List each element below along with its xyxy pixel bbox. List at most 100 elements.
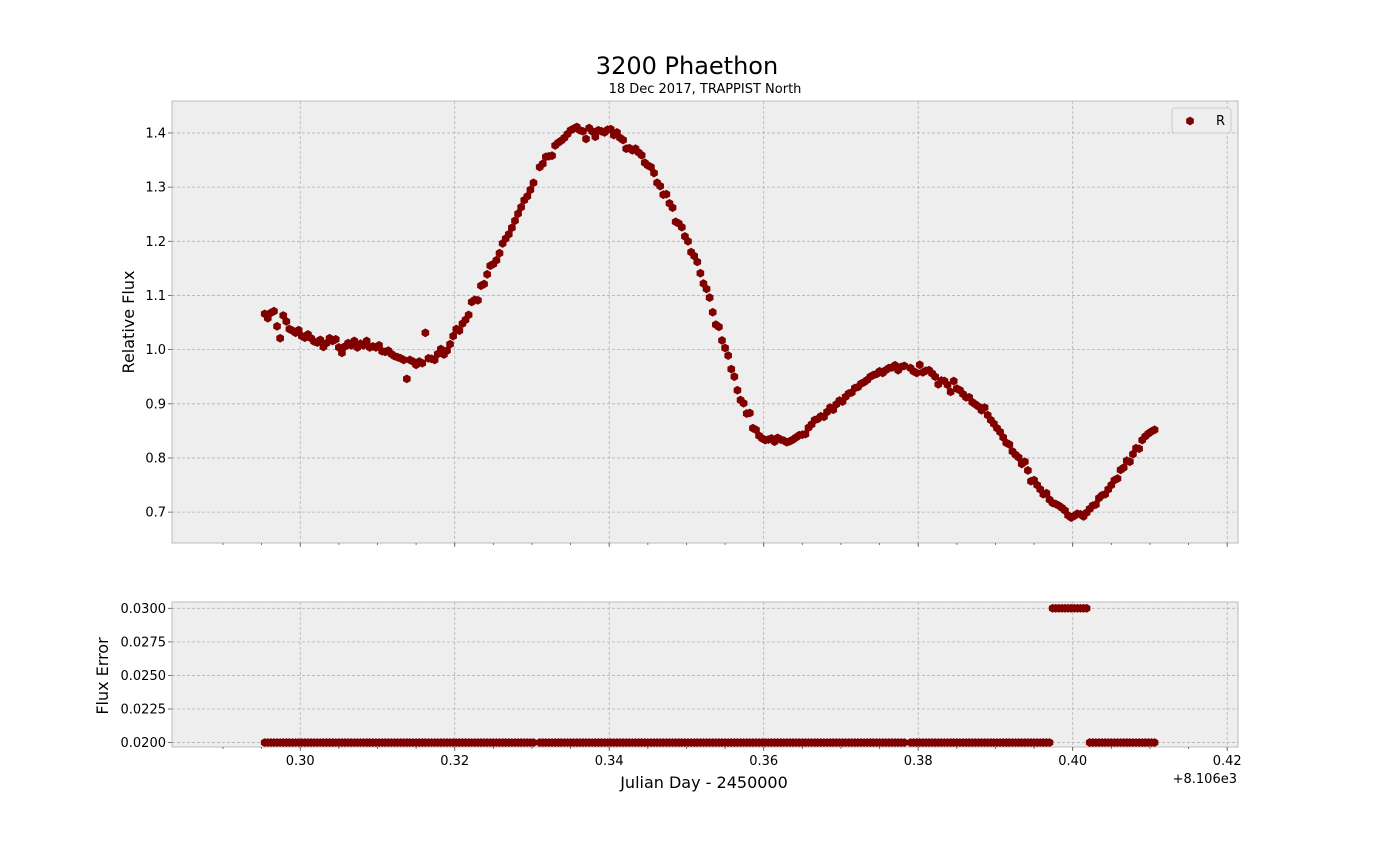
data-point: [1042, 488, 1051, 498]
data-point: [915, 360, 924, 370]
data-point: [678, 222, 686, 232]
data-point: [696, 268, 705, 278]
data-point: [1135, 444, 1143, 454]
data-point: [504, 229, 513, 239]
data-point: [943, 380, 952, 390]
flux-y-tick-label: 1.4: [145, 126, 166, 141]
data-point: [483, 269, 491, 279]
error-y-tick-label: 0.0300: [121, 602, 167, 617]
data-point: [1150, 738, 1159, 747]
data-point: [480, 279, 488, 289]
data-point: [350, 336, 359, 346]
data-point: [724, 351, 732, 360]
flux-y-axis-label: Relative Flux: [119, 271, 138, 374]
data-point: [421, 328, 430, 338]
flux-ticks: 0.7 0.8 0.9 1.0 1.1 1.2 1.3 1.4: [145, 126, 1228, 547]
data-point: [801, 429, 810, 439]
data-point: [727, 364, 736, 374]
data-point: [656, 181, 665, 191]
data-point: [730, 372, 739, 382]
legend: R: [1171, 107, 1232, 134]
data-point: [702, 284, 711, 294]
data-point: [1005, 440, 1014, 449]
error-y-tick-label: 0.0275: [121, 635, 167, 650]
data-point: [273, 321, 281, 331]
data-point: [1014, 453, 1023, 462]
x-offset-label: +8.106e3: [1173, 772, 1237, 787]
data-point: [912, 368, 921, 378]
error-y-axis-label: Flux Error: [93, 637, 112, 715]
x-tick-label: 0.30: [286, 754, 315, 769]
flux-y-tick-label: 1.3: [145, 181, 166, 196]
data-point: [538, 159, 547, 169]
error-panel: 0.30 0.32 0.34 0.36 0.38 0.40 0.42 0.0200 0.0225…: [93, 601, 1242, 792]
data-point: [455, 326, 464, 336]
flux-y-tick-label: 0.9: [145, 397, 166, 412]
data-point: [270, 306, 278, 316]
data-point: [294, 325, 303, 335]
data-point: [1045, 738, 1054, 747]
flux-points: [260, 122, 1159, 522]
data-point: [650, 168, 658, 178]
data-point: [718, 336, 726, 345]
data-point: [739, 398, 748, 408]
data-point: [430, 355, 439, 365]
data-point: [715, 322, 723, 332]
flux-y-tick-label: 1.2: [145, 235, 166, 250]
x-tick-label: 0.32: [440, 754, 469, 769]
data-point: [1150, 425, 1159, 435]
data-point: [338, 348, 346, 358]
data-point: [331, 334, 340, 344]
data-point: [517, 202, 525, 212]
data-point: [745, 408, 754, 418]
data-point: [946, 387, 955, 397]
data-point: [276, 333, 284, 343]
flux-plot-area: [171, 100, 1239, 544]
data-point: [1020, 457, 1029, 467]
data-point: [375, 340, 383, 350]
data-point: [508, 223, 516, 233]
x-tick-label: 0.38: [904, 754, 933, 769]
data-point: [900, 361, 909, 371]
data-point: [1126, 457, 1134, 467]
data-point: [690, 251, 698, 261]
data-point: [514, 209, 522, 219]
chart-title: 3200 Phaethon: [596, 52, 778, 80]
data-point: [279, 311, 288, 320]
error-y-tick-label: 0.0225: [121, 703, 167, 718]
data-point: [1082, 603, 1091, 613]
data-point: [900, 738, 909, 747]
data-point: [1092, 500, 1100, 509]
chart-subtitle: 18 Dec 2017, TRAPPIST North: [609, 82, 802, 97]
data-point: [446, 339, 454, 349]
data-point: [443, 346, 451, 356]
data-point: [684, 236, 692, 246]
data-point: [606, 124, 615, 134]
data-point: [464, 310, 473, 320]
data-point: [403, 374, 411, 384]
data-point: [662, 189, 671, 199]
legend-box: [1171, 107, 1232, 134]
x-tick-label: 0.34: [595, 754, 624, 769]
data-point: [579, 126, 587, 136]
data-point: [529, 178, 538, 188]
data-point: [752, 425, 760, 435]
data-point: [708, 307, 717, 317]
data-point: [705, 293, 714, 303]
data-point: [529, 738, 538, 747]
flux-y-tick-label: 1.1: [145, 289, 166, 304]
data-point: [733, 385, 742, 395]
data-point: [449, 331, 457, 341]
data-point: [548, 151, 556, 161]
flux-y-tick-label: 0.8: [145, 451, 166, 466]
data-point: [591, 132, 600, 142]
error-ticks: 0.30 0.32 0.34 0.36 0.38 0.40 0.42 0.0200 0.0225…: [121, 602, 1242, 769]
x-tick-label: 0.42: [1213, 754, 1242, 769]
data-point: [1024, 466, 1032, 475]
x-tick-label: 0.40: [1058, 754, 1087, 769]
data-point: [619, 135, 627, 145]
data-point: [399, 355, 408, 365]
data-point: [316, 335, 325, 345]
data-point: [474, 295, 482, 305]
x-axis-label: Julian Day - 2450000: [619, 773, 788, 792]
